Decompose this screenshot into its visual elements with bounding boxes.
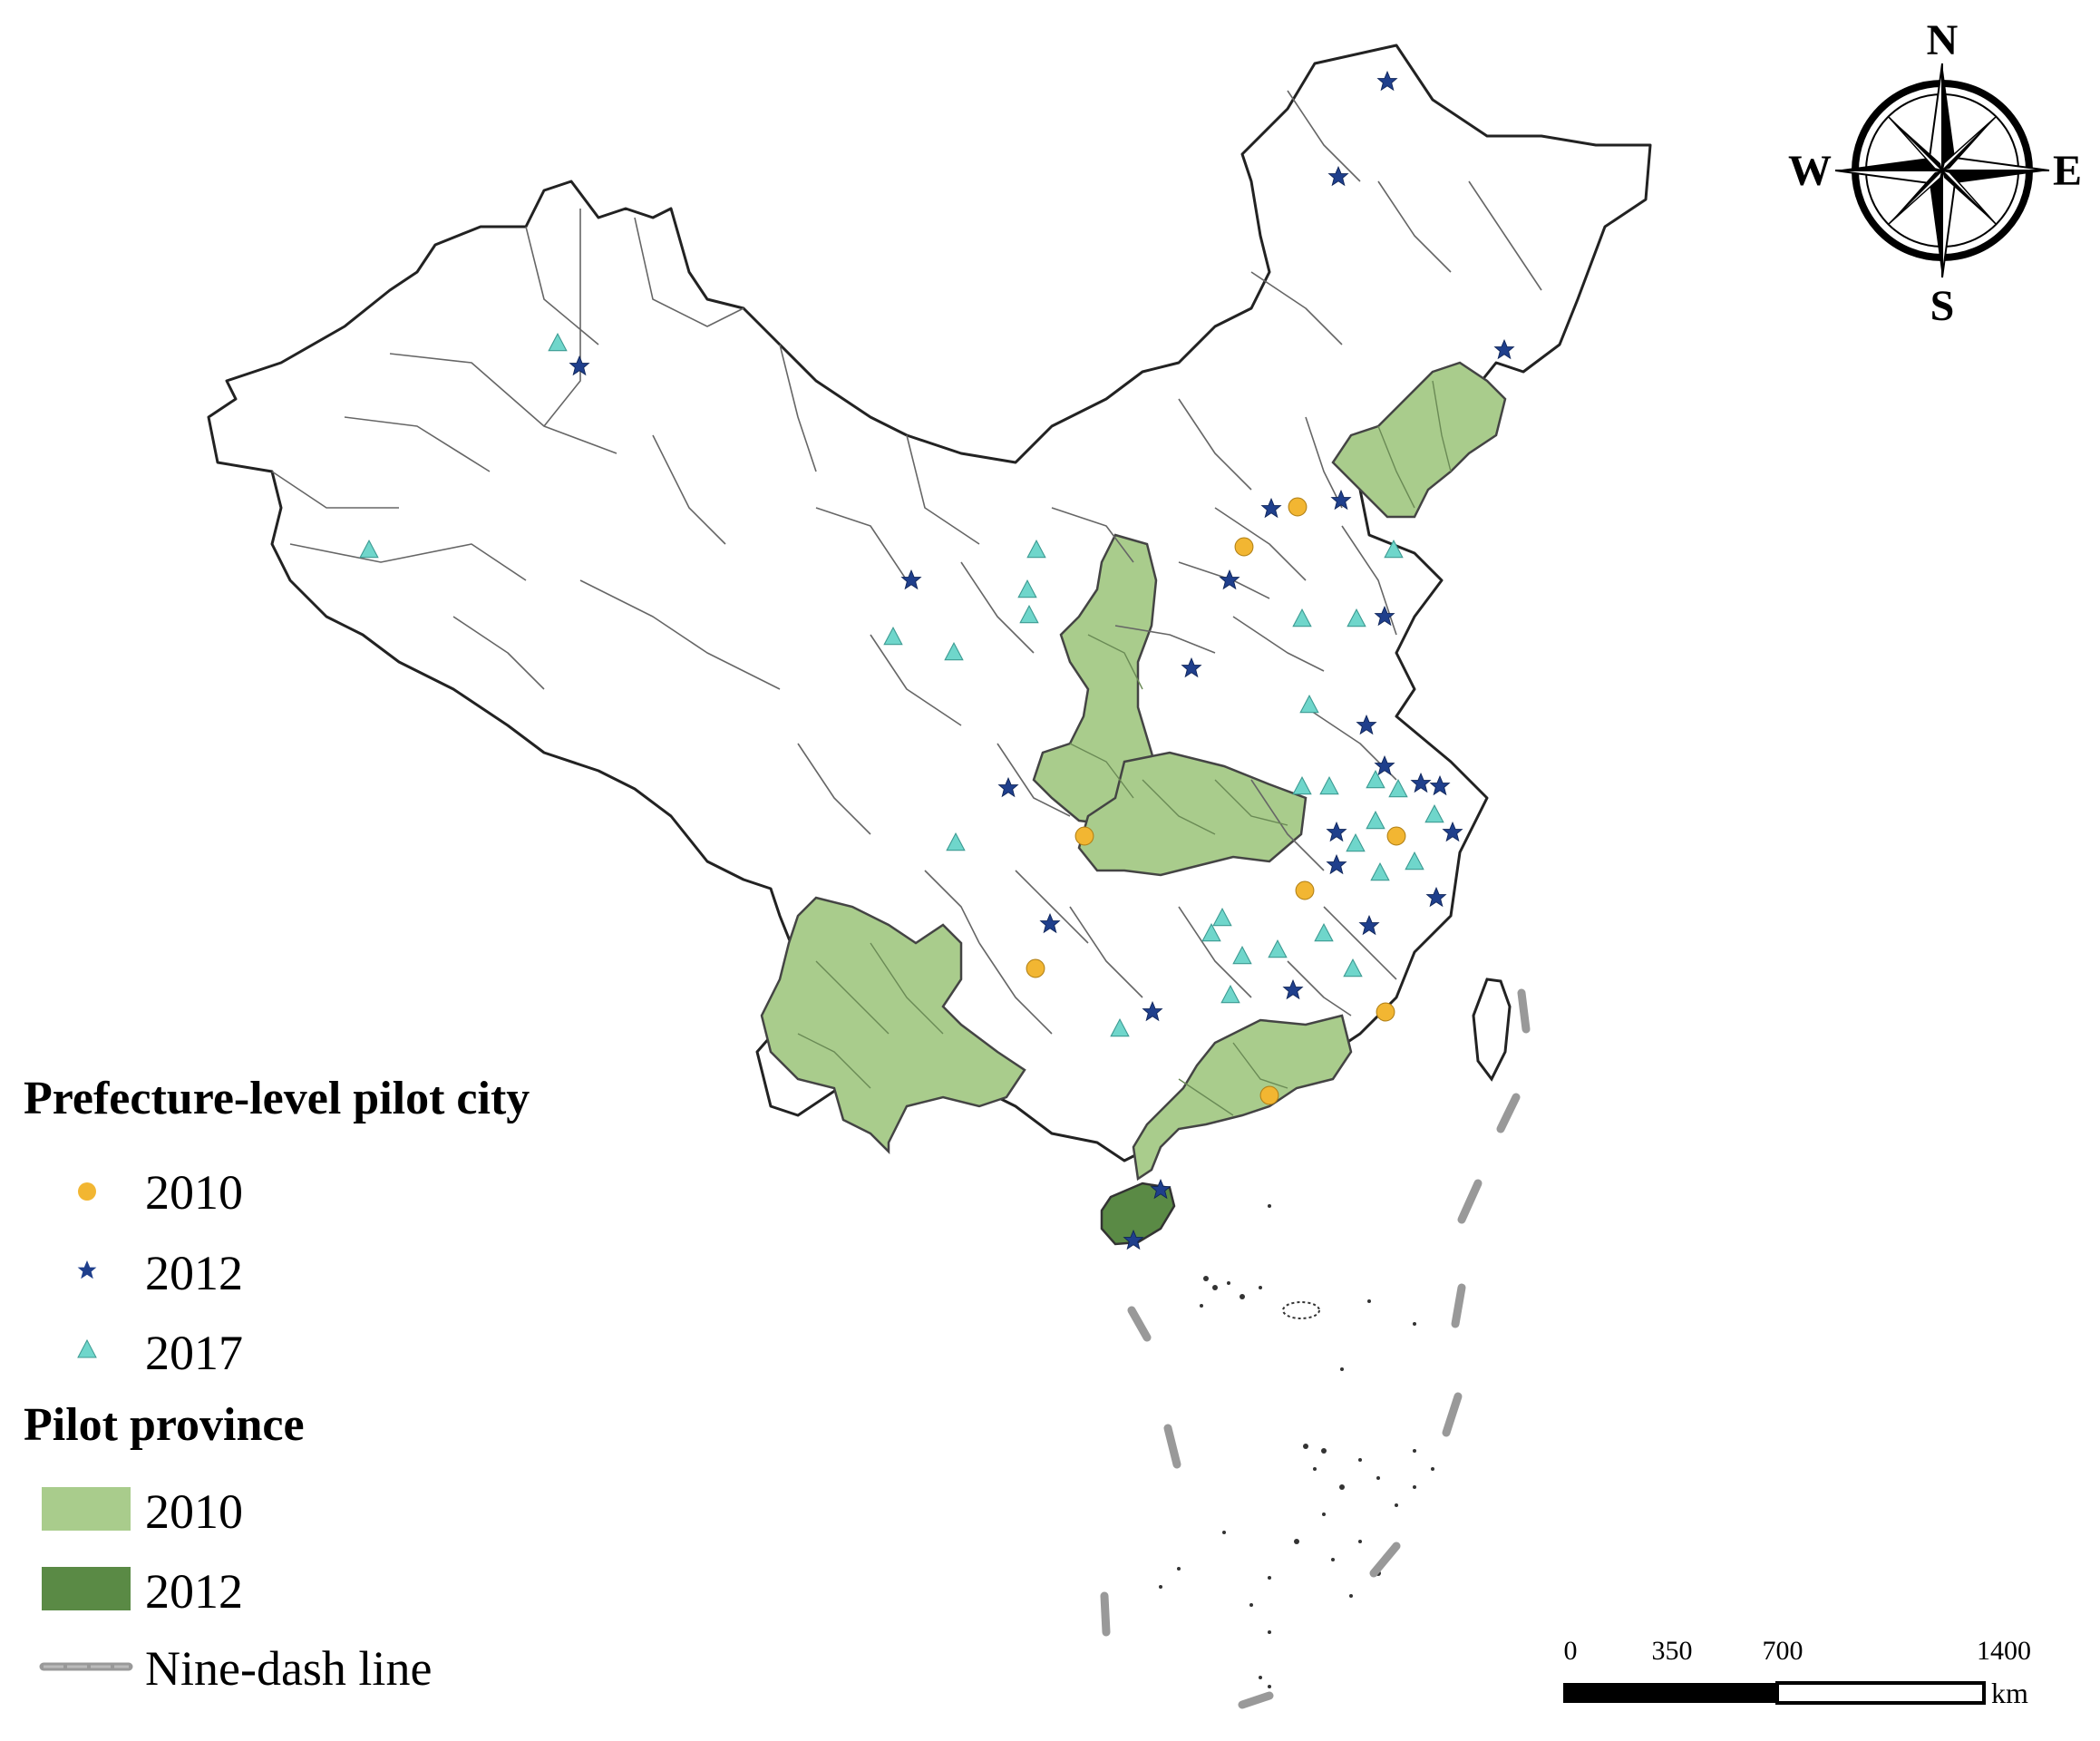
nine-dash-segment [1369,1542,1401,1578]
legend-province-2010-label: 2010 [145,1484,243,1539]
pilot-provinces-2012 [1100,1182,1176,1246]
legend-city-2010-label: 2010 [145,1165,243,1220]
legend-swatch-2010 [42,1487,131,1531]
pilot-prefecture-boundaries [797,380,1452,1116]
prefecture-boundaries [271,90,1542,1035]
scale-unit-label: km [1991,1677,2028,1709]
nine-dash-segment [1496,1093,1521,1133]
nine-dash-segment [1100,1591,1111,1637]
taiwan-outline [1472,977,1512,1082]
compass-north-label: N [1927,16,1959,64]
scale-tick-350: 350 [1652,1636,1693,1666]
province-guangdong [1132,1014,1353,1182]
pilot-city-2010-marker [1234,537,1254,557]
pilot-city-2010-marker [1295,880,1315,900]
compass-south-label: S [1930,282,1955,330]
compass-east-label: E [2053,147,2082,195]
nine-dash-segment [1442,1392,1463,1437]
pilot-city-2010-marker [1259,1085,1279,1105]
province-shaanxi [1032,533,1162,827]
pilot-city-2010-marker [1386,826,1406,846]
legend-province-2012-label: 2012 [145,1564,243,1619]
legend-city-2017-label: 2017 [145,1326,243,1380]
paracel-islands [1282,1301,1320,1319]
province-yunnan [760,896,1026,1155]
legend-star-icon [77,1260,97,1279]
china-outline [207,44,1652,1162]
nine-dash-segment [1517,988,1531,1034]
legend: Prefecture-level pilot city 2010 2012 20… [24,1073,530,1696]
scale-bar: 0 350 700 1400 km [1563,1636,2031,1709]
nine-dash-segment [1457,1179,1483,1224]
legend-province-heading: Pilot province [24,1399,305,1451]
south-china-sea-islands [1159,1204,1434,1688]
pilot-city-2010-marker [1026,958,1045,978]
legend-nine-dash-label: Nine-dash line [145,1641,432,1696]
scale-tick-700: 700 [1763,1636,1803,1666]
pilot-city-2010-marker [1376,1002,1395,1022]
map-base [207,44,1652,1162]
pilot-provinces-2010 [760,361,1507,1182]
legend-swatch-2012 [42,1567,131,1610]
nine-dash-segment [1127,1306,1152,1342]
legend-city-2012-label: 2012 [145,1246,243,1300]
legend-city-heading: Prefecture-level pilot city [24,1073,530,1124]
nine-dash-segment [1451,1283,1466,1328]
pilot-city-2010-marker [1074,826,1094,846]
nine-dash-line [1100,988,1531,1709]
province-hainan [1100,1182,1176,1246]
compass-rose: N S E W [1788,16,2082,330]
province-liaoning [1331,361,1507,519]
scale-tick-1400: 1400 [1977,1636,2031,1666]
scale-bar-black-segment [1563,1683,1777,1703]
legend-circle-icon [78,1182,96,1201]
compass-star [1834,63,2050,278]
nine-dash-segment [1238,1691,1274,1709]
scale-bar-white-segment [1775,1681,1986,1705]
pilot-city-2010-marker [1288,497,1308,517]
legend-triangle-icon [77,1338,97,1358]
nine-dash-segment [1163,1424,1181,1469]
scale-tick-0: 0 [1564,1636,1578,1666]
compass-west-label: W [1788,147,1832,195]
